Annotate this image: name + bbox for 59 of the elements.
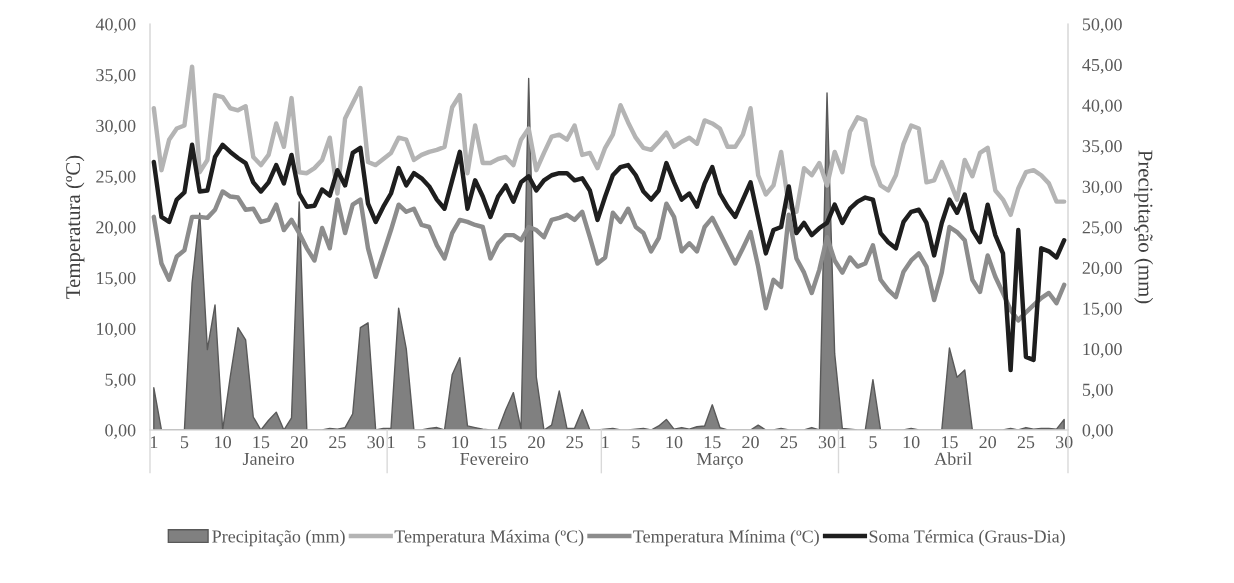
- x-tick-label: 15: [704, 436, 721, 449]
- y2-tick-label: 35,00: [1082, 140, 1122, 155]
- x-tick-label: 20: [979, 436, 997, 449]
- y-tick-label: 0,00: [105, 424, 136, 440]
- y2-tick-label: 25,00: [1082, 221, 1122, 237]
- x-tick-label: 25: [566, 436, 583, 449]
- legend-label: Precipitação (mm): [212, 529, 345, 547]
- y2-axis-title: Precipitação (mm): [1134, 150, 1154, 304]
- y2-tick-label: 30,00: [1082, 180, 1122, 196]
- y2-tick-label: 20,00: [1082, 261, 1122, 277]
- y2-tick-label: 45,00: [1082, 58, 1122, 74]
- x-tick-label: 5: [632, 436, 640, 449]
- x-tick-label: 20: [528, 436, 545, 449]
- text: Fevereiro: [460, 452, 529, 465]
- x-tick-label: 25: [1017, 436, 1035, 449]
- y-tick-label: 10,00: [97, 322, 136, 338]
- y-tick-label: 40,00: [95, 18, 136, 34]
- x-tick-label: 1: [602, 436, 609, 449]
- y-tick-label: 25,00: [96, 170, 136, 186]
- x-tick-label: 15: [253, 436, 270, 449]
- x-tick-label: 1: [150, 436, 158, 449]
- y2-tick-label: 50,00: [1082, 18, 1122, 34]
- x-tick-label: 25: [780, 436, 798, 449]
- y2-tick-label: 15,00: [1083, 302, 1122, 318]
- y2-tick-label: 40,00: [1082, 99, 1122, 115]
- x-tick-label: 25: [329, 436, 346, 449]
- x-tick-label: 20: [290, 436, 308, 449]
- x-tick-label: 30: [1056, 436, 1073, 449]
- y-tick-label: 5,00: [105, 373, 136, 389]
- y-tick-label: 35,00: [96, 69, 136, 84]
- line-series: [151, 142, 1067, 373]
- y-tick-label: 15,00: [97, 272, 136, 287]
- legend-label: Soma Térmica (Graus-Dia): [869, 529, 1065, 547]
- x-tick-label: 30: [818, 436, 836, 449]
- legend-label: Temperatura Mínima (ºC): [633, 529, 819, 547]
- text: Abril: [934, 452, 972, 465]
- y2-tick-label: 0,00: [1082, 424, 1113, 440]
- line-series: [151, 64, 1067, 218]
- x-tick-label: 20: [742, 436, 759, 449]
- x-tick-label: 5: [869, 436, 877, 449]
- legend-label: Temperatura Máxima (ºC): [394, 529, 584, 547]
- y-axis-title: Temperatura (ºC): [65, 155, 85, 299]
- x-tick-label: 15: [941, 436, 958, 449]
- x-tick-label: 15: [490, 436, 507, 449]
- text: Março: [696, 452, 743, 469]
- x-tick-label: 1: [839, 436, 846, 449]
- x-tick-label: 10: [903, 436, 920, 449]
- y2-tick-label: 10,00: [1083, 343, 1122, 358]
- y2-tick-label: 5,00: [1082, 383, 1113, 399]
- x-tick-label: 10: [215, 436, 232, 449]
- x-tick-label: 10: [666, 436, 683, 449]
- x-tick-label: 5: [180, 436, 189, 449]
- x-tick-label: 5: [418, 436, 426, 449]
- x-tick-label: 1: [388, 436, 395, 449]
- x-tick-label: 30: [367, 436, 385, 449]
- y-tick-label: 20,00: [96, 221, 136, 237]
- x-tick-label: 10: [452, 436, 469, 449]
- y-tick-label: 30,00: [96, 119, 136, 135]
- text: Janeiro: [242, 452, 294, 465]
